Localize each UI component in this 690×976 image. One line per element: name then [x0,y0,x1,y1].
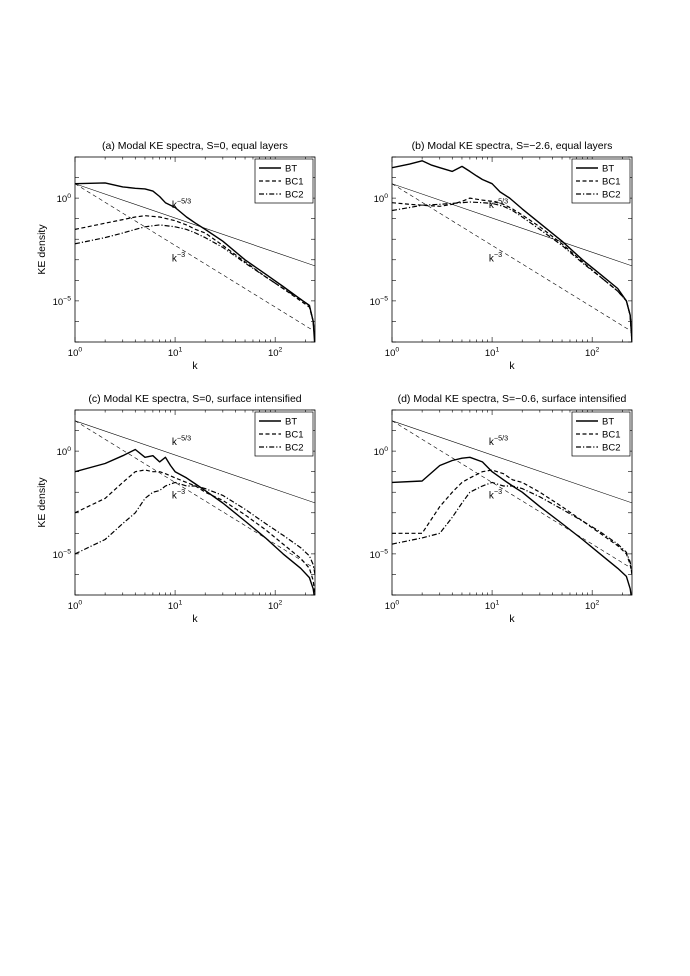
y-tick-label: 100 [374,193,389,205]
reference-label: k−5/3 [489,433,508,448]
series-line-bt [75,448,315,595]
legend-label-bt: BT [602,417,614,428]
x-tick-label: 101 [168,600,183,612]
series-line-bc1 [75,215,315,342]
reference-line [392,420,632,504]
series-line-bc1 [392,197,632,342]
legend-label-bc2: BC2 [602,443,620,454]
y-tick-label: 10−5 [53,296,72,308]
legend-box [571,411,631,457]
axes-frame [74,409,316,596]
x-axis-label: k [509,613,515,625]
x-tick-label: 100 [68,347,83,359]
legend-label-bt: BT [602,164,614,175]
x-axis-label: k [509,360,515,372]
chart-panel-3: (c) Modal KE spectra, S=0, surface inten… [36,393,316,625]
x-tick-label: 100 [385,600,400,612]
legend-box [571,158,631,204]
x-tick-label: 100 [385,347,400,359]
legend: BT BC1 BC2 [571,411,631,457]
reference-label: k−5/3 [172,433,191,448]
y-tick-label: 10−5 [53,549,72,561]
chart-panel-2: (b) Modal KE spectra, S=−2.6, equal laye… [370,140,633,372]
legend-label-bt: BT [285,417,297,428]
y-tick-label: 100 [374,446,389,458]
reference-label: k−3 [489,250,502,265]
legend-label-bt: BT [285,164,297,175]
legend: BT BC1 BC2 [254,158,314,204]
y-tick-label: 10−5 [370,296,389,308]
series-line-bt [75,182,315,342]
reference-line [75,420,315,504]
series-line-bc2 [392,201,632,342]
legend-label-bc2: BC2 [285,190,303,201]
legend: BT BC1 BC2 [254,411,314,457]
legend-label-bc1: BC1 [602,177,620,188]
axes-frame [391,156,633,343]
reference-line [392,183,632,332]
x-tick-label: 101 [485,347,500,359]
y-tick-label: 100 [57,446,72,458]
reference-label: k−3 [172,250,185,265]
x-tick-label: 100 [68,600,83,612]
chart-title: (d) Modal KE spectra, S=−0.6, surface in… [398,393,627,405]
x-tick-label: 102 [585,347,600,359]
y-axis-label: KE density [36,224,48,275]
chart-panel-1: (a) Modal KE spectra, S=0, equal layers k… [36,140,316,372]
plot-area [75,420,315,595]
reference-line [75,420,315,569]
chart-title: (c) Modal KE spectra, S=0, surface inten… [88,393,301,405]
legend-box [254,158,314,204]
chart-panel-4: (d) Modal KE spectra, S=−0.6, surface in… [370,393,633,625]
x-tick-label: 101 [485,600,500,612]
reference-label: k−3 [172,487,185,502]
x-axis-label: k [192,613,198,625]
legend-label-bc2: BC2 [602,190,620,201]
series-line-bc2 [75,481,315,575]
y-axis-label: KE density [36,477,48,528]
series-line-bc1 [75,469,315,595]
plot-area [392,160,632,342]
plot-area [75,182,315,342]
x-tick-label: 101 [168,347,183,359]
x-tick-label: 102 [585,600,600,612]
reference-label: k−5/3 [489,196,508,211]
chart-title: (a) Modal KE spectra, S=0, equal layers [102,140,288,152]
reference-label: k−3 [489,487,502,502]
x-tick-label: 102 [268,600,283,612]
series-line-bc2 [392,481,632,575]
reference-line [75,183,315,267]
reference-line [75,183,315,332]
x-tick-label: 102 [268,347,283,359]
axes-frame [74,156,316,343]
plot-area [392,420,632,595]
y-tick-label: 100 [57,193,72,205]
legend: BT BC1 BC2 [571,158,631,204]
series-line-bc1 [392,469,632,575]
reference-label: k−5/3 [172,196,191,211]
reference-line [392,183,632,267]
axes-frame [391,409,633,596]
legend-label-bc1: BC1 [602,430,620,441]
chart-title: (b) Modal KE spectra, S=−2.6, equal laye… [412,140,613,152]
reference-line [392,420,632,569]
x-axis-label: k [192,360,198,372]
legend-box [254,411,314,457]
legend-label-bc2: BC2 [285,443,303,454]
series-line-bt [392,160,632,342]
legend-label-bc1: BC1 [285,430,303,441]
legend-label-bc1: BC1 [285,177,303,188]
y-tick-label: 10−5 [370,549,389,561]
